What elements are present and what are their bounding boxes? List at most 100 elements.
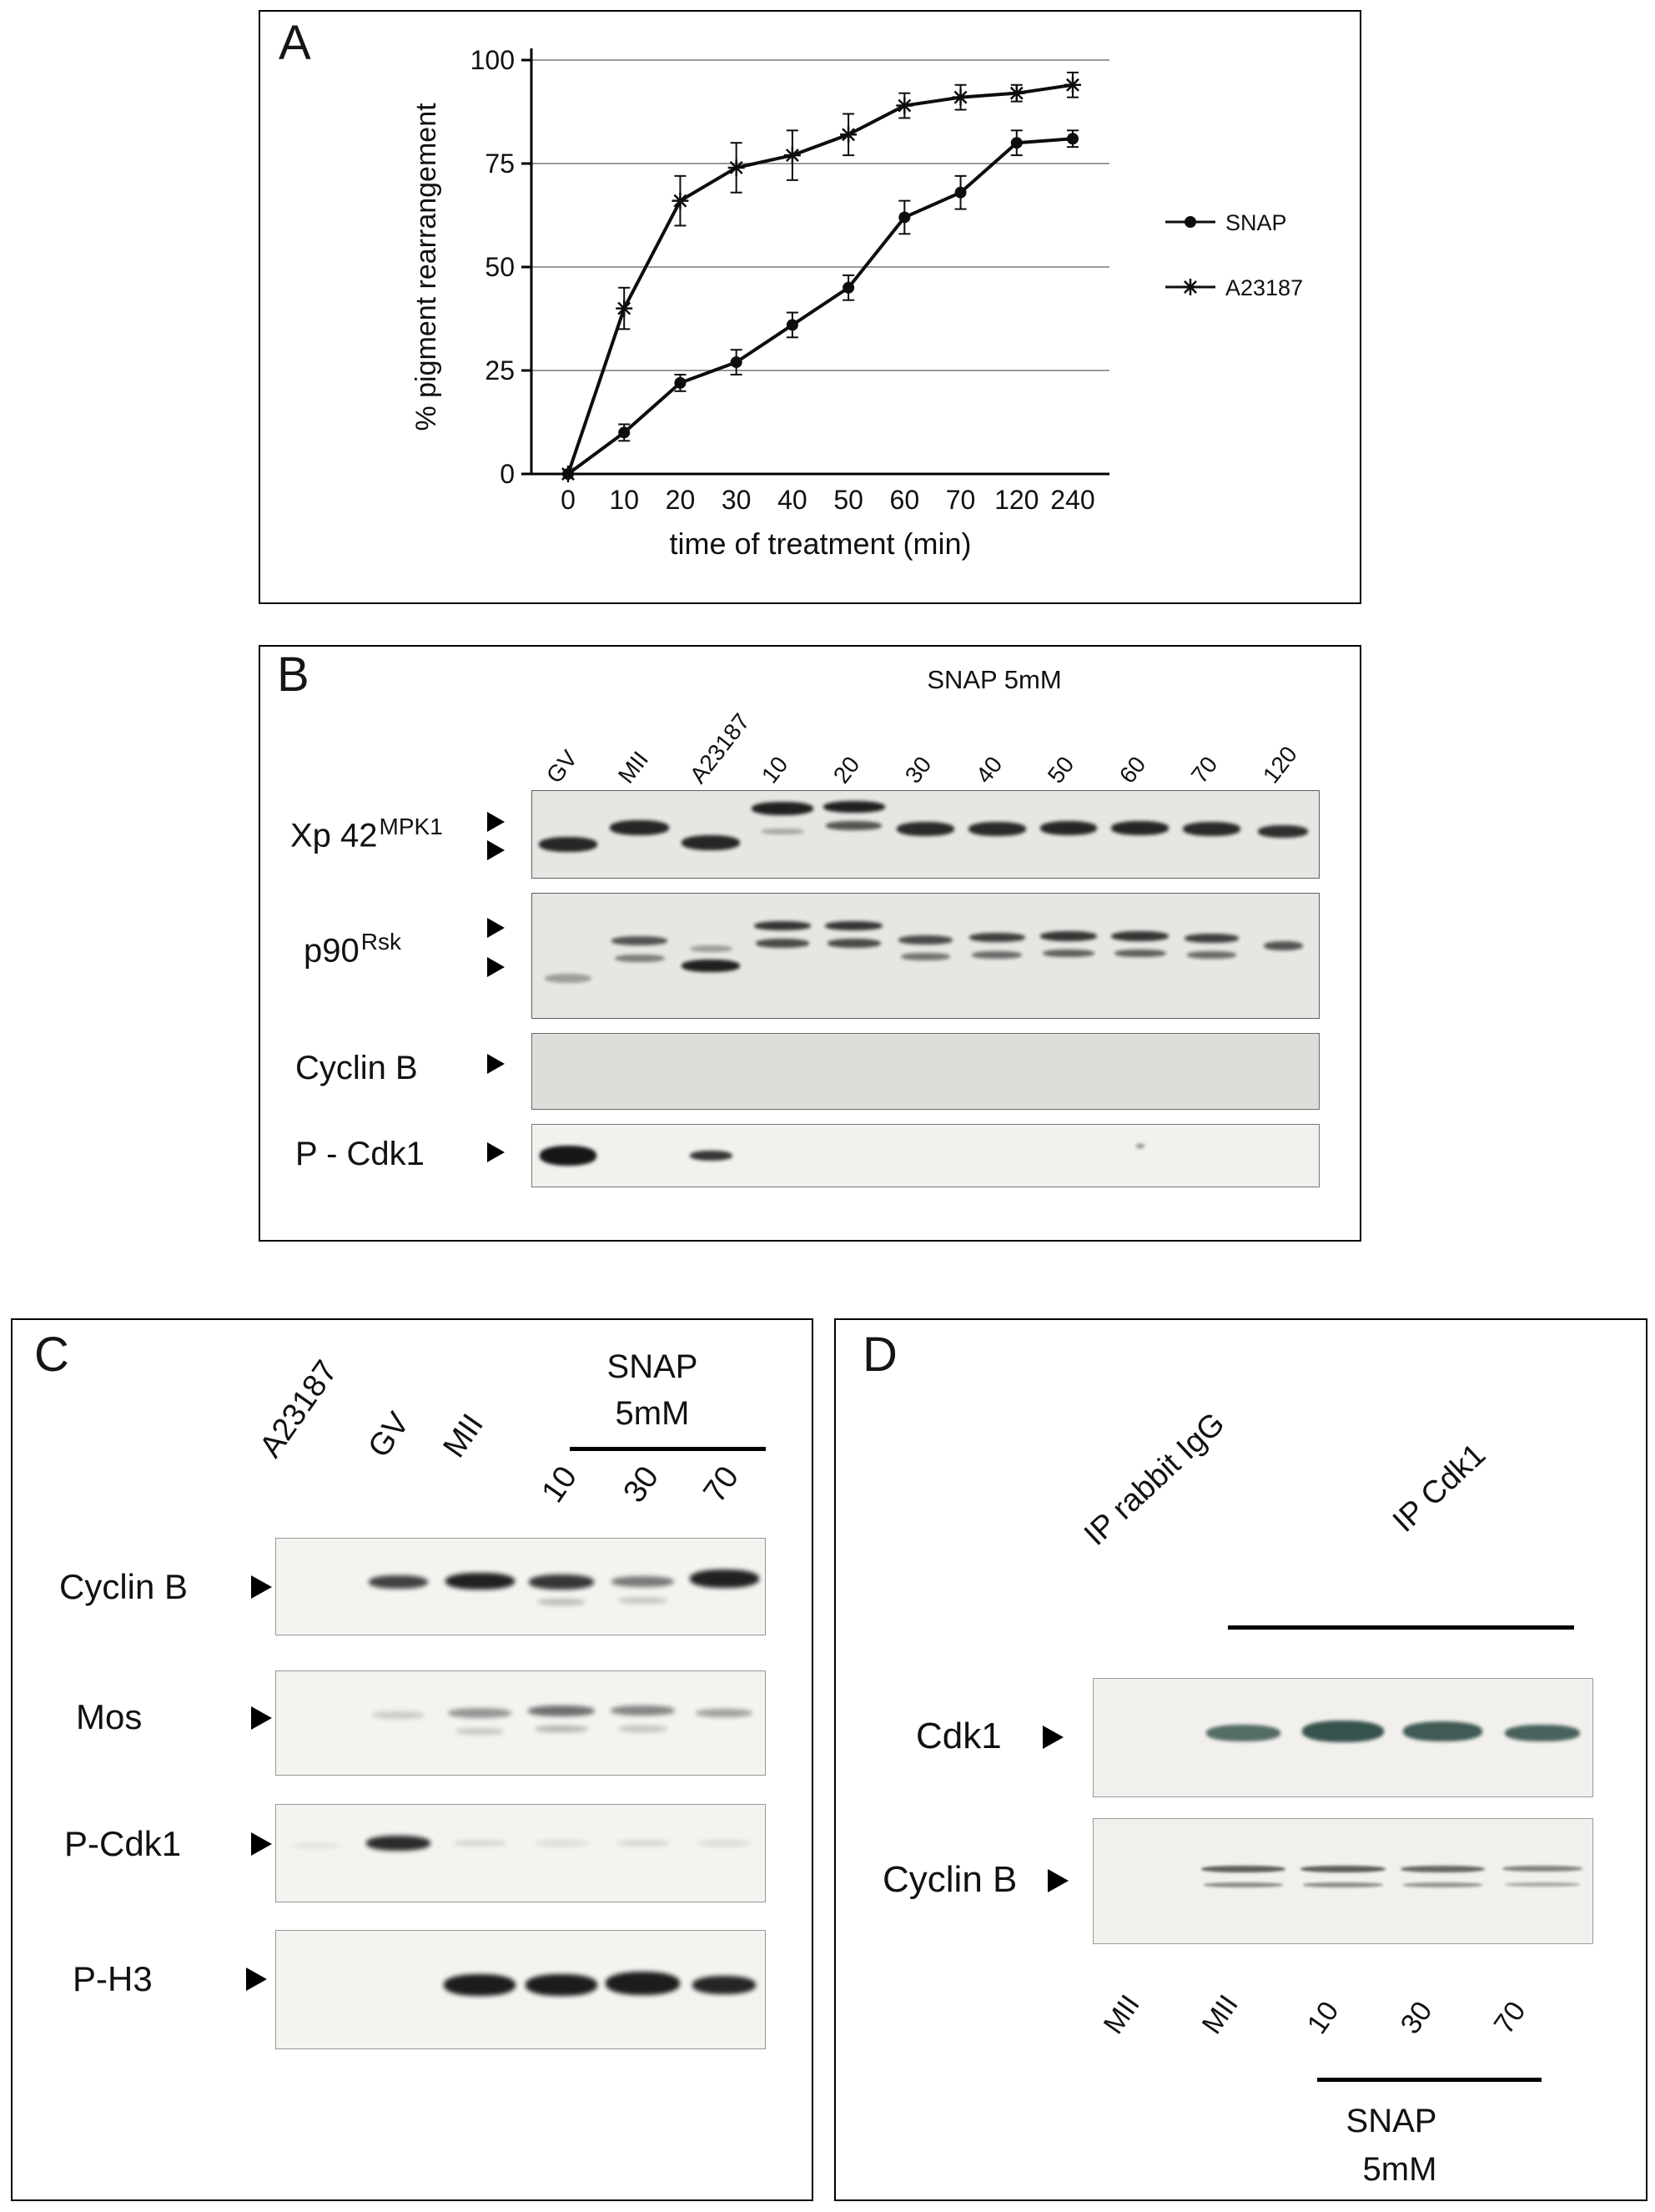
blot-band bbox=[605, 1972, 681, 1996]
svg-text:A23187: A23187 bbox=[1225, 275, 1303, 300]
blot-band bbox=[898, 935, 953, 945]
row-label-text: Cyclin B bbox=[295, 1050, 418, 1086]
svg-text:time of treatment (min): time of treatment (min) bbox=[669, 527, 971, 561]
blot-band bbox=[755, 939, 810, 949]
blot-band bbox=[1111, 821, 1169, 836]
arrowhead-icon bbox=[487, 918, 505, 938]
blot-band bbox=[968, 932, 1025, 942]
blot-band bbox=[527, 1705, 595, 1716]
blot-band bbox=[528, 1574, 594, 1590]
svg-text:240: 240 bbox=[1050, 485, 1094, 515]
blot-band bbox=[825, 921, 883, 931]
blot-band bbox=[692, 1975, 757, 1994]
arrowhead-icon bbox=[251, 1832, 272, 1856]
blot-strip-cyclinb bbox=[531, 1033, 1320, 1110]
svg-text:50: 50 bbox=[833, 485, 863, 515]
svg-text:75: 75 bbox=[485, 149, 515, 179]
blot-band bbox=[1036, 1061, 1100, 1073]
blot-band bbox=[1039, 930, 1098, 941]
lane-label-10: 10 bbox=[756, 751, 793, 789]
blot-band bbox=[445, 1572, 515, 1590]
blot-band bbox=[1253, 1063, 1314, 1074]
row-label-pcdk1: P - Cdk1 bbox=[295, 1136, 425, 1173]
lane-labels: GV MII A23187 10 20 30 40 50 60 70 120 bbox=[531, 692, 1320, 789]
lane-label-20: 20 bbox=[828, 751, 864, 789]
panel-b-label: B bbox=[277, 647, 309, 702]
snap-underline bbox=[1317, 2078, 1542, 2082]
blot-band bbox=[752, 801, 813, 815]
ip-rabbit-igg-label: IP rabbit IgG bbox=[1078, 1405, 1232, 1553]
blot-band bbox=[1111, 930, 1169, 941]
snap-header-line1: SNAP bbox=[606, 1348, 698, 1385]
arrowhead-icon bbox=[251, 1575, 272, 1599]
snap-5mm-header: SNAP 5mM bbox=[927, 665, 1062, 694]
blot-band bbox=[1505, 1724, 1581, 1741]
svg-text:100: 100 bbox=[470, 45, 515, 75]
svg-text:SNAP: SNAP bbox=[1225, 210, 1287, 235]
blot-band bbox=[536, 1062, 600, 1073]
blot-strip-mos bbox=[275, 1670, 766, 1776]
lane-label-70: 70 bbox=[697, 1459, 747, 1509]
svg-text:25: 25 bbox=[485, 355, 515, 385]
blot-band bbox=[1039, 821, 1098, 836]
blot-strip-xp42 bbox=[531, 790, 1320, 879]
row-label-sup: MPK1 bbox=[379, 814, 443, 839]
row-label-text: Xp 42 bbox=[290, 817, 378, 854]
row-label-p90: p90Rsk bbox=[304, 929, 401, 970]
panel-c: C A23187 GV MII SNAP 5mM 10 30 70 Cyclin… bbox=[11, 1318, 813, 2201]
blot-band bbox=[1300, 1865, 1386, 1872]
blot-band bbox=[607, 1062, 672, 1074]
snap-label-line2: 5mM bbox=[1362, 2151, 1437, 2188]
blot-band bbox=[689, 945, 733, 952]
svg-text:60: 60 bbox=[890, 485, 920, 515]
blot-band bbox=[689, 1151, 733, 1161]
svg-text:0: 0 bbox=[561, 485, 576, 515]
svg-text:40: 40 bbox=[777, 485, 807, 515]
blot-band bbox=[1180, 1062, 1244, 1074]
svg-text:0: 0 bbox=[500, 459, 515, 489]
blot-band bbox=[689, 1570, 759, 1589]
lane-label-a23187: A23187 bbox=[684, 708, 755, 789]
arrowhead-icon bbox=[487, 957, 505, 977]
blot-band bbox=[1200, 1865, 1286, 1872]
snap-underline bbox=[570, 1447, 766, 1451]
blot-band bbox=[822, 800, 885, 813]
row-label-cyclinb: Cyclin B bbox=[883, 1859, 1018, 1900]
blot-band bbox=[697, 1840, 751, 1847]
blot-band bbox=[1402, 1721, 1483, 1742]
pigment-rearrangement-chart: 0 25 50 75 100 0 10 20 30 40 50 60 70 120 240 time of t… bbox=[410, 45, 1303, 561]
blot-band bbox=[965, 1062, 1029, 1074]
blot-band bbox=[1043, 950, 1094, 958]
lane-label-70: 70 bbox=[1185, 751, 1223, 789]
blot-band bbox=[1258, 825, 1309, 839]
svg-text:20: 20 bbox=[666, 485, 696, 515]
lane-label-mii-igg: MII bbox=[1097, 1989, 1146, 2040]
blot-band bbox=[538, 837, 597, 853]
blot-band bbox=[968, 822, 1026, 837]
blot-band bbox=[539, 1146, 597, 1166]
blot-band bbox=[822, 1061, 886, 1073]
lane-label-40: 40 bbox=[971, 751, 1008, 789]
blot-band bbox=[1301, 1721, 1385, 1743]
lane-label-mii: MII bbox=[612, 746, 654, 789]
blot-band bbox=[826, 821, 883, 831]
lane-label-mii: MII bbox=[1195, 1989, 1245, 2040]
panel-d-label: D bbox=[863, 1328, 898, 1382]
lane-label-70: 70 bbox=[1487, 1995, 1532, 2040]
blot-band bbox=[371, 1711, 425, 1719]
lane-label-30: 30 bbox=[1394, 1995, 1439, 2040]
row-label-pcdk1: P-Cdk1 bbox=[64, 1824, 182, 1863]
snap-label-line1: SNAP bbox=[1346, 2103, 1437, 2139]
arrowhead-icon bbox=[1043, 1726, 1064, 1749]
row-label-sup: Rsk bbox=[360, 929, 401, 955]
ip-cdk1-label: IP Cdk1 bbox=[1386, 1437, 1493, 1539]
blot-band bbox=[545, 973, 591, 983]
panel-a: A 0 25 50 75 100 0 10 20 30 40 50 60 70 120 240 time of… bbox=[259, 10, 1361, 604]
svg-text:50: 50 bbox=[485, 252, 515, 282]
lane-label-gv: GV bbox=[541, 745, 583, 789]
blot-band bbox=[616, 1840, 670, 1847]
blot-band bbox=[614, 954, 665, 962]
blot-band bbox=[679, 1062, 743, 1073]
blot-band bbox=[453, 1840, 506, 1847]
blot-strip-pcdk1 bbox=[531, 1124, 1320, 1187]
